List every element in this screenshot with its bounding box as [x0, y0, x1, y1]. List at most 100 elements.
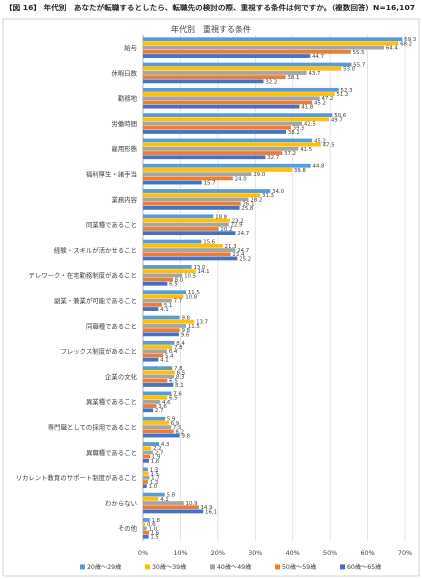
bar-series-4-category-5 — [143, 151, 283, 155]
bar-series-3-category-9 — [143, 248, 236, 252]
legend-swatch-1 — [80, 564, 85, 570]
bar-series-2-category-12 — [143, 319, 195, 324]
x-tick-label-6: 60% — [360, 549, 374, 557]
data-label-series-1-category-5: 45.2 — [314, 138, 326, 144]
bar-series-1-category-2 — [143, 62, 352, 67]
bar-series-4-category-4 — [143, 125, 291, 130]
data-label-series-5-category-7: 25.8 — [241, 206, 254, 212]
bar-series-3-category-12 — [143, 324, 187, 328]
data-label-series-2-category-2: 53.0 — [343, 67, 356, 73]
category-label-12: 同職種であること — [86, 321, 137, 330]
data-label-series-4-category-5: 37.2 — [284, 151, 296, 157]
data-label-series-5-category-13: 4.1 — [160, 358, 169, 364]
bar-series-3-category-8 — [143, 222, 229, 227]
bar-series-1-category-3 — [143, 87, 339, 92]
bar-series-4-category-14 — [143, 378, 168, 383]
legend-item-3: 40歳～49歳 — [210, 563, 251, 571]
bar-series-1-category-16 — [143, 416, 166, 421]
data-label-series-1-category-19: 5.8 — [167, 493, 176, 499]
category-label-18: リカレント教育のサポート制度があること — [16, 473, 137, 482]
category-label-6: 福利厚生・諸手当 — [86, 169, 137, 178]
bar-series-4-category-15 — [143, 404, 157, 408]
bar-series-5-category-6 — [143, 180, 202, 185]
bar-series-5-category-17 — [143, 458, 149, 463]
bar-series-3-category-19 — [143, 501, 184, 505]
legend-label-3: 40歳～49歳 — [217, 563, 251, 571]
x-tick-label-7: 70% — [398, 549, 412, 557]
data-label-series-3-category-6: 29.0 — [253, 172, 266, 178]
data-label-series-5-category-4: 38.2 — [288, 130, 300, 136]
bar-series-2-category-14 — [143, 370, 175, 375]
bar-series-1-category-14 — [143, 366, 173, 371]
bar-series-1-category-10 — [143, 265, 192, 269]
data-label-series-4-category-3: 45.2 — [314, 100, 326, 106]
data-label-series-4-category-11: 5.1 — [164, 303, 173, 309]
chart-frame — [2, 18, 420, 577]
bar-series-3-category-17 — [143, 450, 154, 455]
data-label-series-1-category-13: 8.4 — [176, 341, 185, 347]
data-label-series-4-category-16: 8.2 — [175, 429, 184, 435]
bar-series-4-category-12 — [143, 328, 180, 333]
bar-series-5-category-2 — [143, 79, 264, 84]
data-label-series-2-category-5: 47.5 — [323, 143, 335, 149]
bar-series-1-category-6 — [143, 163, 311, 168]
legend-label-4: 50歳～59歳 — [282, 563, 316, 571]
data-label-series-2-category-14: 8.5 — [177, 370, 186, 376]
bar-series-3-category-14 — [143, 374, 175, 379]
data-label-series-3-category-13: 6.4 — [169, 349, 178, 355]
data-label-series-3-category-9: 24.7 — [237, 248, 249, 254]
category-label-16: 専門職としての採用であること — [48, 422, 137, 431]
data-label-series-4-category-12: 9.8 — [181, 328, 190, 334]
bar-series-1-category-18 — [143, 467, 148, 472]
data-label-series-4-category-17: 1.9 — [152, 455, 161, 461]
data-label-series-4-category-4: 39.5 — [293, 126, 305, 132]
data-label-series-2-category-15: 6.5 — [169, 396, 178, 402]
data-label-series-4-category-13: 5.4 — [165, 353, 174, 359]
data-label-series-5-category-2: 32.2 — [265, 79, 277, 85]
data-label-series-2-category-17: 2.2 — [153, 446, 162, 452]
category-label-13: フレックス制度があること — [61, 347, 138, 356]
bar-series-5-category-15 — [143, 408, 154, 413]
bar-series-3-category-6 — [143, 172, 252, 177]
category-label-8: 同業種であること — [86, 220, 137, 229]
data-label-series-1-category-8: 18.8 — [215, 214, 228, 220]
bar-series-5-category-4 — [143, 130, 286, 134]
data-label-series-3-category-1: 64.4 — [386, 46, 399, 52]
data-label-series-1-category-1: 69.3 — [404, 37, 416, 43]
x-tick-label-0: 0% — [138, 549, 148, 557]
data-label-series-5-category-14: 8.1 — [175, 383, 184, 389]
bar-series-3-category-18 — [143, 475, 150, 480]
bar-series-3-category-11 — [143, 298, 172, 303]
bar-series-4-category-10 — [143, 277, 173, 282]
data-label-series-2-category-4: 49.7 — [331, 117, 343, 123]
data-label-series-4-category-7: 26.1 — [242, 202, 254, 208]
category-label-2: 休暇日数 — [111, 68, 137, 77]
bar-series-5-category-5 — [143, 155, 266, 160]
bar-series-5-category-10 — [143, 281, 168, 286]
bar-series-2-category-20 — [143, 522, 146, 527]
data-label-series-4-category-15: 3.6 — [158, 404, 167, 410]
data-label-series-1-category-16: 5.9 — [167, 417, 176, 423]
x-tick-label-1: 10% — [173, 549, 187, 557]
legend-label-1: 20歳～29歳 — [87, 563, 121, 571]
data-label-series-1-category-11: 11.5 — [188, 290, 200, 296]
bar-series-1-category-13 — [143, 340, 175, 345]
bar-series-2-category-11 — [143, 294, 184, 299]
bar-series-2-category-1 — [143, 41, 399, 46]
data-label-series-2-category-18: 1.5 — [150, 471, 159, 477]
bar-series-5-category-12 — [143, 332, 179, 337]
legend-swatch-3 — [210, 564, 215, 570]
legend-swatch-2 — [145, 564, 150, 570]
data-label-series-3-category-7: 28.2 — [250, 197, 262, 203]
category-labels: 給与休暇日数勤務地労働時間雇用形態福利厚生・諸手当業務内容同業種であること経験・… — [16, 43, 138, 533]
bar-series-5-category-7 — [143, 205, 240, 210]
data-label-series-5-category-1: 44.7 — [312, 54, 324, 60]
data-label-series-5-category-3: 41.8 — [301, 105, 314, 111]
bar-series-4-category-11 — [143, 302, 163, 307]
data-label-series-2-category-1: 68.2 — [400, 41, 412, 47]
figure-header-title: 【図 16】 年代別 あなたが転職するとしたら、転職先の検討の際、重視する条件は… — [5, 3, 415, 12]
data-label-series-5-category-16: 9.8 — [181, 433, 190, 439]
bar-series-3-category-13 — [143, 349, 167, 354]
bar-series-2-category-18 — [143, 471, 149, 476]
data-label-series-3-category-18: 1.7 — [151, 476, 160, 482]
